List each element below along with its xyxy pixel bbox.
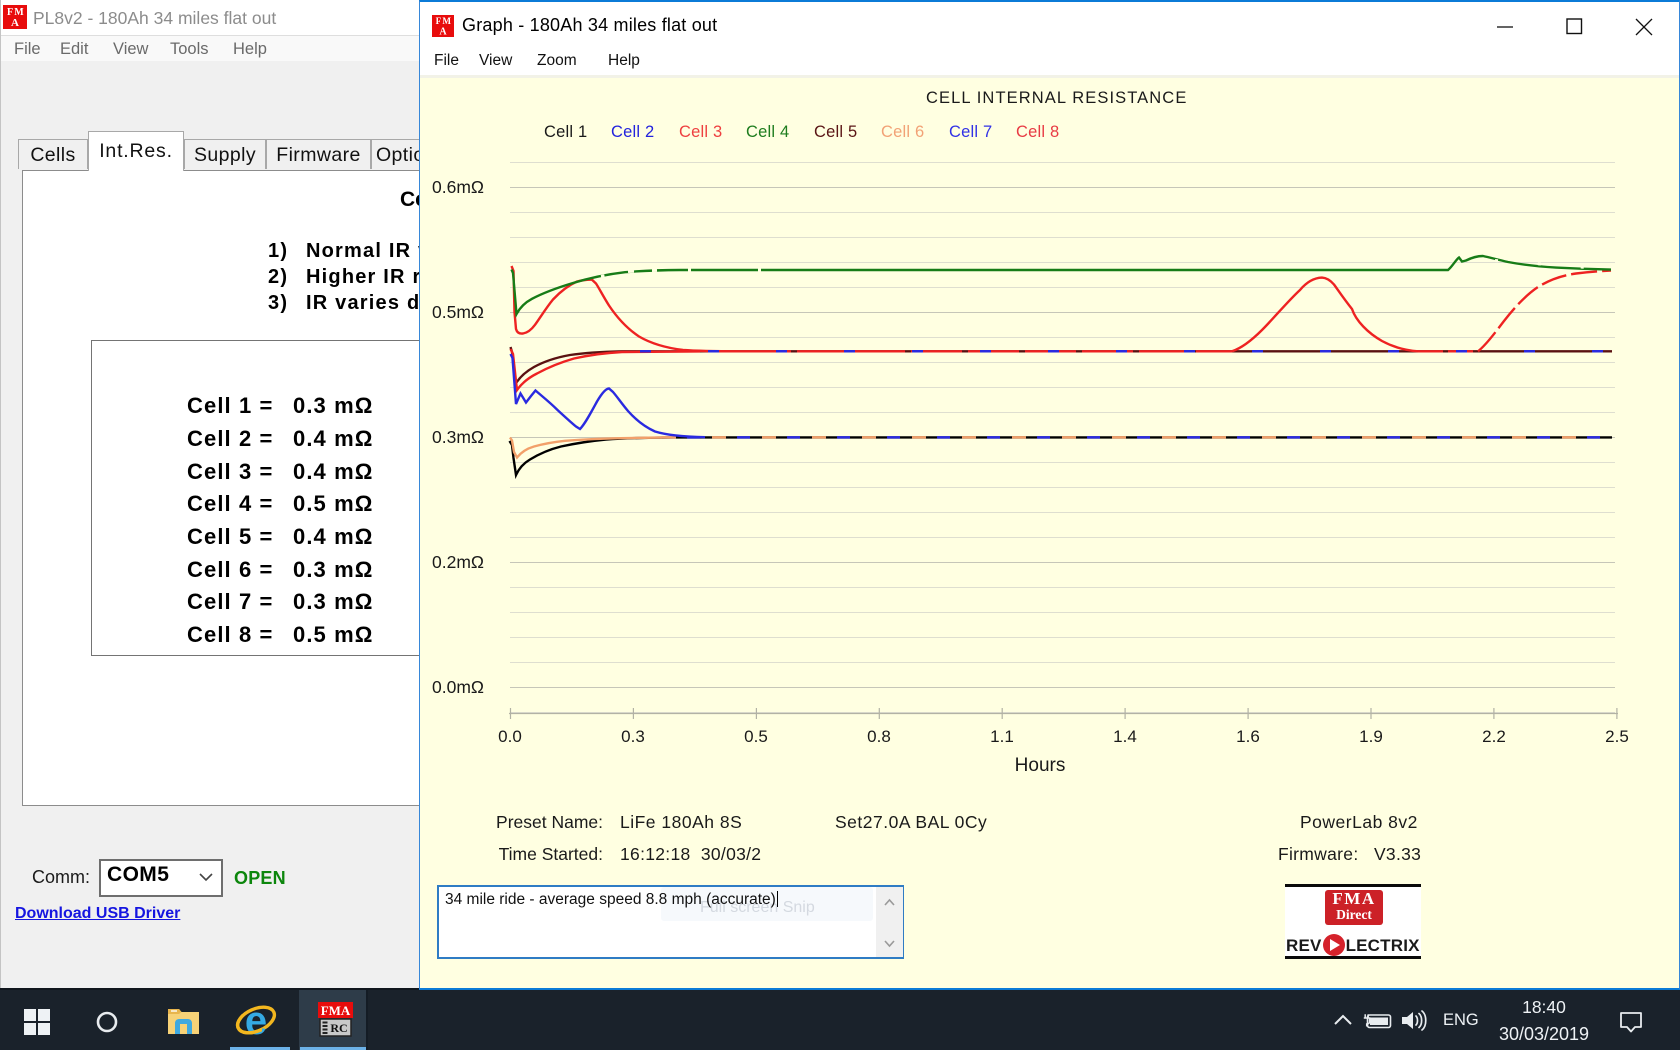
svg-text:F: F [7, 7, 13, 18]
svg-text:M: M [442, 16, 451, 26]
svg-text:A: A [11, 17, 19, 29]
svg-text:A: A [439, 26, 447, 37]
svg-text:F: F [436, 16, 442, 26]
svg-text:FMA: FMA [321, 1003, 351, 1018]
svg-text:M: M [14, 7, 24, 18]
svg-text:RC: RC [330, 1021, 347, 1035]
svg-text:e: e [245, 999, 267, 1043]
